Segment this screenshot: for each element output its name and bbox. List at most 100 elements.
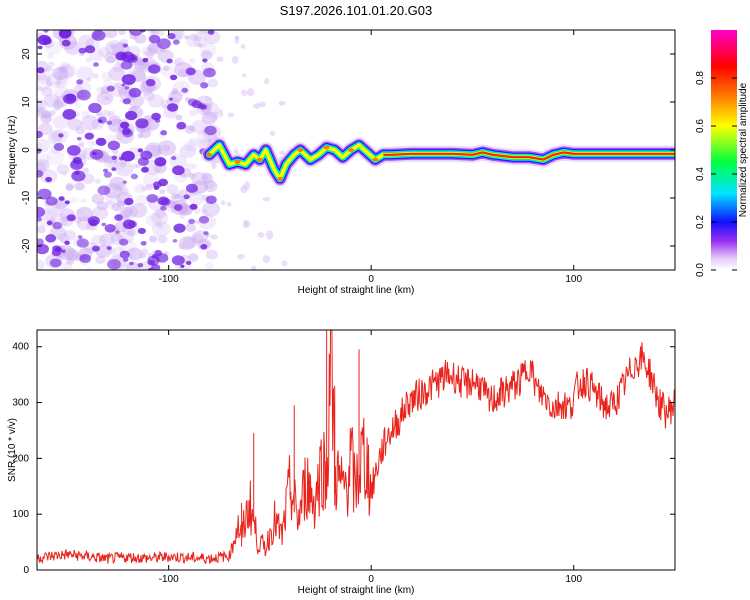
noise-blob [67, 118, 83, 131]
noise-blob-strong [37, 45, 43, 50]
noise-blob-strong [157, 196, 170, 206]
noise-blob [119, 206, 133, 218]
noise-blob [174, 193, 181, 199]
noise-blob [37, 259, 45, 270]
noise-blob [205, 249, 218, 260]
snr-x-tick-label: 100 [565, 574, 582, 585]
noise-blob-strong [167, 33, 176, 40]
noise-blob [46, 80, 54, 87]
colorbar-tick-label: 0.0 [695, 263, 706, 277]
noise-blob-strong [114, 214, 123, 221]
noise-blob [43, 93, 60, 108]
noise-blob-strong [140, 240, 147, 246]
noise-blob-strong [37, 206, 46, 218]
noise-blob-strong [74, 170, 80, 176]
noise-blob [146, 43, 159, 54]
noise-blob-strong [189, 203, 198, 210]
noise-blob [56, 75, 69, 86]
noise-blob [62, 130, 71, 138]
noise-blob [182, 235, 198, 249]
noise-blob [175, 114, 183, 121]
snr-y-tick-label: 400 [12, 342, 29, 353]
noise-blob [188, 173, 196, 179]
colorbar-ticks: 0.0 0.2 0.4 0.6 0.8 [695, 71, 737, 277]
noise-blob [205, 95, 212, 102]
noise-blob-strong [101, 222, 107, 227]
noise-blob [193, 219, 200, 225]
noise-blob-strong [156, 38, 171, 50]
noise-blob-faint [247, 88, 255, 97]
noise-blob-strong [37, 67, 45, 74]
carrier-hotspot [372, 157, 379, 162]
noise-blob [171, 194, 186, 207]
snr-spikes [241, 330, 360, 547]
noise-blob [116, 200, 126, 208]
noise-blob [37, 76, 52, 92]
noise-blob-faint [240, 184, 248, 194]
noise-blob-strong [124, 86, 130, 90]
noise-blob-strong [137, 227, 146, 235]
colorbar-tick-label: 0.6 [695, 119, 706, 133]
noise-blob [96, 201, 108, 211]
noise-blob [37, 74, 41, 79]
snr-series-line [37, 330, 675, 565]
noise-blob [189, 109, 198, 117]
noise-blob [41, 110, 51, 119]
noise-blob [104, 52, 118, 64]
carrier-hotspot [277, 176, 284, 181]
noise-blob-strong [173, 204, 183, 211]
carrier-hotspot [347, 148, 354, 152]
noise-blob-strong [97, 116, 107, 124]
spectrogram-y-tick-label: 20 [21, 48, 32, 60]
noise-blob [37, 159, 50, 172]
noise-blob [200, 42, 217, 57]
noise-blob [104, 200, 116, 209]
noise-blob [148, 236, 157, 244]
noise-blob [74, 102, 82, 109]
noise-blob-faint [240, 44, 246, 49]
spectrogram-x-label: Height of straight line (km) [298, 285, 415, 296]
noise-blob [202, 201, 221, 217]
noise-blob [190, 233, 204, 245]
noise-blob [108, 66, 126, 81]
noise-blob [191, 119, 209, 134]
noise-blob [104, 191, 121, 205]
noise-blob [42, 208, 58, 221]
noise-blob [37, 108, 44, 115]
noise-blob [65, 249, 80, 261]
noise-blob-strong [79, 253, 92, 263]
noise-blob-strong [76, 238, 89, 248]
noise-blob-strong [154, 157, 167, 167]
noise-blob [201, 208, 208, 215]
noise-blob [197, 42, 203, 48]
noise-blob [37, 105, 47, 118]
figure-title: S197.2026.101.01.20.G03 [280, 3, 433, 18]
noise-blob [57, 64, 75, 80]
noise-blob-strong [104, 224, 116, 233]
noise-blob-strong [200, 82, 209, 89]
noise-blob-strong [88, 102, 102, 114]
noise-blob [46, 66, 53, 72]
colorbar-tick-label: 0.4 [695, 167, 706, 181]
noise-blob [149, 30, 155, 34]
noise-blob [110, 232, 122, 242]
noise-blob [184, 125, 196, 134]
noise-blob-strong [151, 263, 161, 270]
noise-blob-strong [120, 51, 135, 63]
noise-blob [134, 33, 147, 44]
noise-blob [103, 183, 123, 199]
noise-blob-strong [121, 83, 126, 87]
noise-blob-strong [52, 221, 63, 230]
noise-blob [94, 178, 101, 184]
noise-blob [143, 91, 155, 101]
noise-blob-strong [166, 58, 173, 64]
noise-blob-strong [76, 136, 82, 141]
noise-blob [37, 153, 50, 165]
noise-blob [91, 193, 105, 205]
noise-blob [200, 50, 213, 61]
noise-blob [196, 30, 208, 36]
noise-blob [114, 131, 125, 141]
noise-blob-strong [102, 168, 109, 173]
noise-blob-strong [70, 159, 84, 170]
noise-blob-strong [160, 130, 168, 136]
